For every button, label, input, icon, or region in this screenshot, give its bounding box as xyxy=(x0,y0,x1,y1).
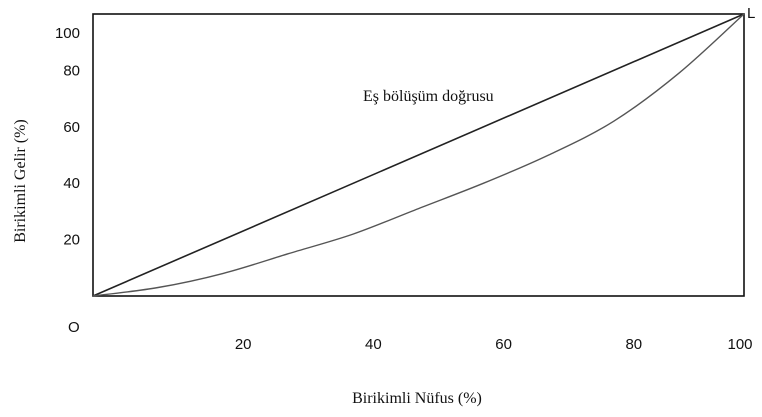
y-tick-labels: 20 40 60 80 100 xyxy=(55,25,80,249)
x-tick-label: 60 xyxy=(495,336,512,353)
y-axis-title: Birikimli Gelir (%) xyxy=(12,119,29,243)
y-tick-label: 100 xyxy=(55,25,80,42)
y-tick-label: 60 xyxy=(63,119,80,136)
origin-label: O xyxy=(68,319,80,336)
x-tick-labels: 20 40 60 80 100 xyxy=(235,336,753,353)
lorenz-curve xyxy=(92,13,745,297)
x-axis-title: Birikimli Nüfus (%) xyxy=(352,390,482,407)
equality-line xyxy=(92,13,745,297)
x-tick-label: 100 xyxy=(727,336,752,353)
x-tick-label: 40 xyxy=(365,336,382,353)
y-tick-label: 80 xyxy=(63,62,80,79)
x-tick-label: 80 xyxy=(625,336,642,353)
x-tick-label: 20 xyxy=(235,336,252,353)
corner-label-l: L xyxy=(747,5,755,22)
y-tick-label: 40 xyxy=(63,175,80,192)
equality-line-annotation: Eş bölüşüm doğrusu xyxy=(363,88,494,105)
y-tick-label: 20 xyxy=(63,232,80,249)
plot-frame xyxy=(92,13,745,297)
